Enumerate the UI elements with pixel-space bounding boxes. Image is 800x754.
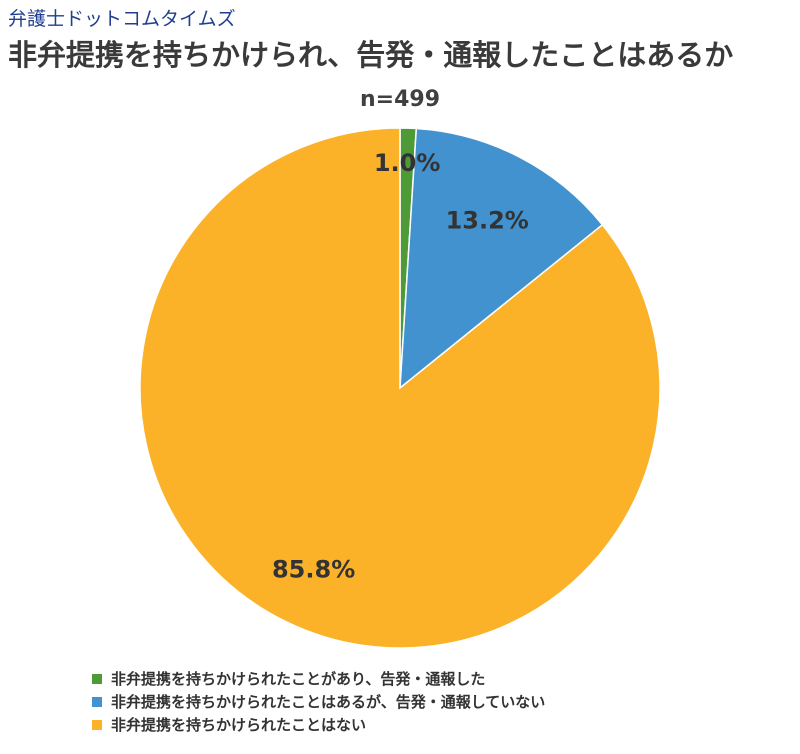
brand-logo-text: 弁護士ドットコムタイムズ [8,8,236,30]
legend-label: 非弁提携を持ちかけられたことがあり、告発・通報した [111,670,486,688]
slice-data-label: 1.0% [374,149,441,177]
chart-legend: 非弁提携を持ちかけられたことがあり、告発・通報した 非弁提携を持ちかけられたこと… [92,667,545,736]
chart-title: 非弁提携を持ちかけられ、告発・通報したことはあるか [8,38,734,72]
slice-data-label: 85.8% [272,556,355,584]
legend-item: 非弁提携を持ちかけられたことはあるが、告発・通報していない [92,690,545,713]
slice-data-label: 13.2% [446,206,529,234]
chart-subtitle: n=499 [360,87,440,112]
legend-swatch [92,719,102,730]
pie-chart: n=499 1.0% 13.2% 85.8% [139,87,661,649]
pie-slice [139,127,661,649]
legend-item: 非弁提携を持ちかけられたことはない [92,713,545,736]
legend-label: 非弁提携を持ちかけられたことはあるが、告発・通報していない [111,693,546,711]
legend-label: 非弁提携を持ちかけられたことはない [111,716,367,734]
legend-swatch [92,696,102,707]
legend-item: 非弁提携を持ちかけられたことがあり、告発・通報した [92,667,545,690]
pie-slice [399,127,604,390]
legend-swatch [92,673,102,684]
